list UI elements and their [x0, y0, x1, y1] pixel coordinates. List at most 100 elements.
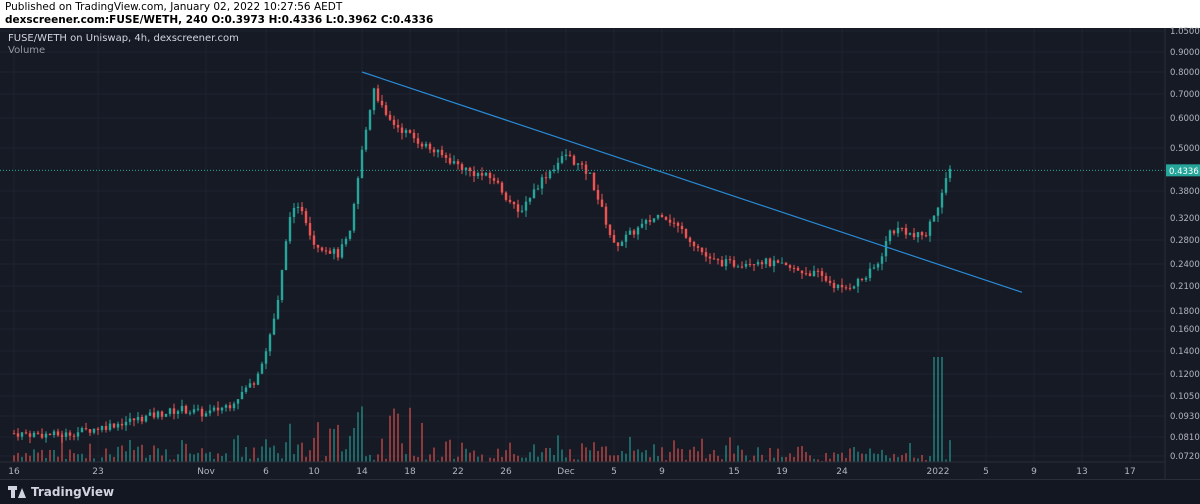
volume-bar [313, 438, 315, 462]
candle-body [341, 244, 343, 257]
candle-body [785, 263, 787, 266]
candle-body [749, 264, 751, 265]
candle-body [617, 243, 619, 246]
volume-bar [529, 452, 531, 462]
candle-body [829, 281, 831, 283]
volume-bar [317, 422, 319, 462]
volume-bar [481, 455, 483, 462]
candle-body [173, 408, 175, 414]
candle-body [573, 156, 575, 165]
candle-body [237, 399, 239, 404]
candle-body [293, 208, 295, 217]
volume-bar [225, 453, 227, 462]
volume-bar [901, 455, 903, 462]
x-tick-label: 23 [92, 467, 103, 477]
candle-body [517, 204, 519, 212]
candle-body [373, 88, 375, 110]
candle-body [673, 223, 675, 224]
volume-bar [421, 423, 423, 462]
volume-bar [801, 446, 803, 462]
candle-body [137, 417, 139, 420]
volume-bar [149, 455, 151, 462]
volume-bar [497, 449, 499, 462]
candle-body [537, 189, 539, 190]
volume-bar [761, 455, 763, 462]
x-tick-label: Dec [557, 467, 574, 477]
volume-bar [569, 449, 571, 462]
volume-bar [589, 450, 591, 462]
candle-body [145, 416, 147, 422]
volume-bar [125, 451, 127, 462]
candle-body [189, 413, 191, 414]
volume-bar [705, 458, 707, 462]
volume-bar [677, 448, 679, 462]
candle-body [669, 220, 671, 223]
candle-body [857, 279, 859, 286]
volume-bar [489, 458, 491, 462]
volume-bar [493, 458, 495, 462]
candle-body [81, 428, 83, 432]
candle-body [533, 189, 535, 198]
volume-bar [557, 435, 559, 462]
candle-body [757, 262, 759, 264]
candle-body [25, 432, 27, 433]
volume-bar [357, 412, 359, 462]
y-tick-label: 0.1400 [1170, 347, 1200, 357]
candle-body [781, 263, 783, 264]
candle-body [521, 211, 523, 212]
candle-body [821, 271, 823, 276]
candle-body [637, 228, 639, 235]
candle-body [21, 432, 23, 436]
tradingview-logo[interactable]: TradingView [8, 485, 114, 499]
x-tick-label: 18 [404, 467, 416, 477]
y-tick-label: 0.7000 [1170, 90, 1200, 100]
volume-bar [633, 451, 635, 462]
candle-body [301, 207, 303, 211]
candle-body [773, 260, 775, 266]
volume-bar [829, 459, 831, 462]
x-tick-label: 19 [776, 467, 788, 477]
candle-body [605, 207, 607, 225]
candle-body [613, 235, 615, 243]
candle-body [925, 235, 927, 236]
candle-body [845, 287, 847, 288]
volume-bar [333, 429, 335, 462]
candle-body [665, 217, 667, 220]
candle-body [253, 383, 255, 384]
candle-body [893, 231, 895, 234]
volume-bar [937, 357, 939, 462]
volume-bar [389, 416, 391, 462]
candle-body [241, 392, 243, 399]
candle-body [121, 424, 123, 426]
volume-bar [209, 452, 211, 462]
volume-bar [949, 440, 951, 462]
candle-body [661, 215, 663, 217]
volume-bar [441, 457, 443, 462]
volume-bar [413, 456, 415, 462]
volume-bar [61, 433, 63, 462]
y-tick-label: 0.3800 [1170, 187, 1200, 197]
volume-bar [741, 450, 743, 462]
volume-bar [717, 456, 719, 462]
x-tick-label: 5 [611, 467, 617, 477]
y-tick-label: 0.1200 [1170, 370, 1200, 380]
candle-body [525, 202, 527, 211]
volume-bar [57, 457, 59, 462]
candle-body [213, 408, 215, 411]
volume-bar [353, 428, 355, 462]
candle-body [545, 177, 547, 178]
volume-bar [289, 424, 291, 462]
chart-legend-title: FUSE/WETH on Uniswap, 4h, dexscreener.co… [8, 33, 239, 44]
candle-body [881, 256, 883, 263]
y-tick-label: 0.1050 [1170, 392, 1200, 402]
volume-bar [221, 456, 223, 462]
volume-bar [37, 453, 39, 462]
candle-body [265, 351, 267, 363]
candle-body [13, 433, 15, 434]
candle-body [445, 155, 447, 158]
candle-body [165, 414, 167, 417]
y-tick-label: 0.0930 [1170, 412, 1200, 422]
volume-bar [601, 447, 603, 462]
candle-body [745, 264, 747, 267]
